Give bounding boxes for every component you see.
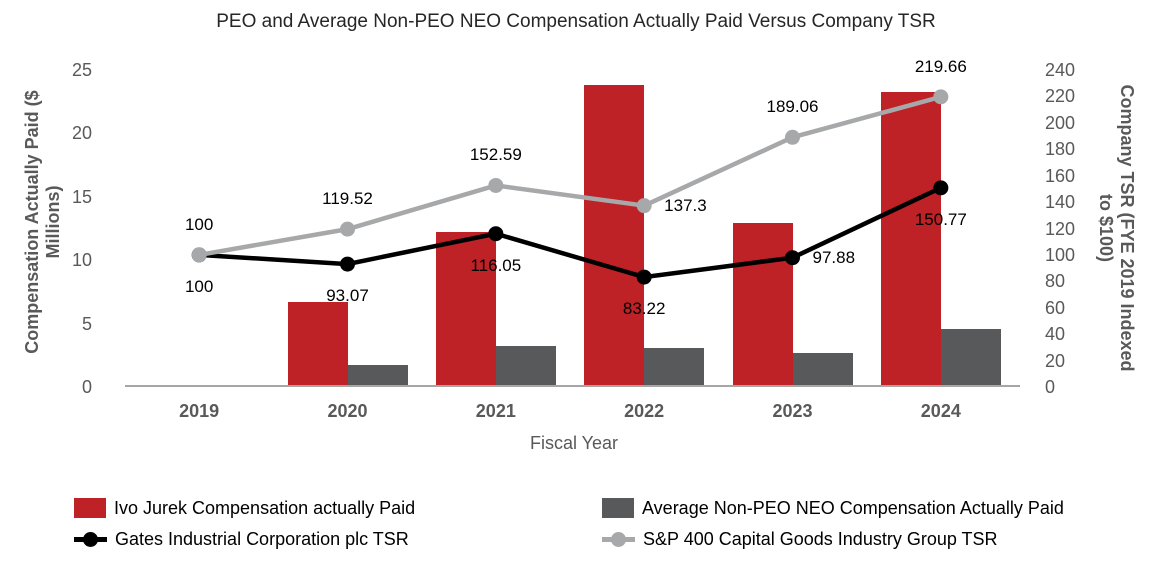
x-axis-label-2021: 2021	[475, 401, 516, 421]
legend-label-nonpeo-compensation: Average Non-PEO NEO Compensation Actuall…	[642, 497, 1064, 518]
chart-title: PEO and Average Non-PEO NEO Compensation…	[216, 11, 936, 32]
left-axis-tick: 15	[71, 186, 92, 207]
black-line-marker-icon	[74, 529, 107, 549]
legend-item-sp400-tsr: S&P 400 Capital Goods Industry Group TSR	[602, 529, 998, 549]
bar-0-2024	[880, 91, 941, 385]
data-label-3-2024: 219.66	[914, 56, 967, 76]
data-label-3-2023: 189.06	[766, 97, 819, 117]
right-axis-tick: 20	[1045, 350, 1066, 371]
bar-0-2020	[287, 302, 348, 385]
bar-0-2023	[732, 223, 793, 385]
data-point-3-2021	[488, 177, 504, 193]
right-axis-tick: 60	[1045, 297, 1066, 318]
right-axis-tick: 200	[1045, 112, 1076, 133]
bar-1-2020	[347, 365, 408, 385]
data-label-2-2020: 93.07	[326, 286, 369, 306]
data-point-2-2019	[191, 247, 207, 263]
legend-label-sp400-tsr: S&P 400 Capital Goods Industry Group TSR	[643, 528, 998, 549]
data-point-3-2020	[340, 221, 355, 237]
left-axis-tick: 5	[81, 313, 92, 334]
x-axis-label-2024: 2024	[920, 401, 961, 421]
x-axis-label-2022: 2022	[624, 401, 665, 421]
right-axis-tick: 40	[1045, 324, 1066, 345]
data-point-3-2023	[785, 129, 800, 145]
data-point-3-2019	[191, 247, 207, 263]
left-axis-tick: 25	[71, 60, 92, 80]
gray-line-marker-icon	[602, 529, 635, 549]
data-label-2-2022: 83.22	[622, 299, 666, 319]
data-label-3-2022: 137.3	[664, 195, 707, 215]
right-axis-tick: 140	[1045, 192, 1076, 213]
legend-item-gates-tsr: Gates Industrial Corporation plc TSR	[74, 529, 409, 549]
data-point-2-2020	[340, 256, 355, 272]
data-label-3-2021: 152.59	[469, 145, 522, 165]
x-axis-label-2019: 2019	[179, 401, 220, 421]
bar-1-2022	[644, 347, 705, 385]
left-axis-tick: 10	[71, 250, 92, 271]
left-axis-tick: 0	[81, 377, 92, 397]
bar-0-2022	[584, 85, 645, 385]
red-bar-swatch-icon	[74, 498, 106, 518]
data-label-3-2019: 100	[184, 214, 214, 234]
x-axis-line	[125, 385, 1020, 387]
line-series-3	[198, 94, 942, 258]
bar-1-2023	[792, 352, 853, 385]
x-axis-label-2020: 2020	[327, 401, 368, 421]
right-axis-tick: 220	[1045, 86, 1076, 107]
gray-bar-swatch-icon	[602, 498, 634, 518]
bar-1-2021	[495, 346, 556, 385]
right-axis-tick: 180	[1045, 139, 1076, 160]
right-axis-tick: 100	[1045, 244, 1076, 265]
left-axis-tick: 20	[71, 123, 92, 144]
legend-label-peo-compensation: Ivo Jurek Compensation actually Paid	[114, 497, 416, 518]
legend-label-gates-tsr: Gates Industrial Corporation plc TSR	[115, 528, 409, 549]
right-axis-tick: 160	[1045, 165, 1076, 186]
data-label-2-2019: 100	[184, 276, 214, 296]
right-axis-tick: 80	[1045, 271, 1066, 292]
x-axis-title: Fiscal Year	[529, 433, 619, 453]
right-axis-tick: 120	[1045, 218, 1076, 239]
data-label-3-2020: 119.52	[322, 189, 373, 209]
bar-1-2024	[940, 328, 1001, 385]
data-label-2-2023: 97.88	[812, 247, 856, 267]
legend-item-peo-compensation: Ivo Jurek Compensation actually Paid	[74, 498, 415, 518]
data-label-2-2021: 116.05	[470, 255, 522, 275]
right-axis-tick: 240	[1045, 60, 1076, 80]
legend-item-nonpeo-compensation: Average Non-PEO NEO Compensation Actuall…	[602, 498, 1064, 518]
x-axis-label-2023: 2023	[772, 401, 813, 421]
right-axis-tick: 0	[1045, 377, 1056, 397]
data-label-2-2024: 150.77	[914, 209, 967, 229]
